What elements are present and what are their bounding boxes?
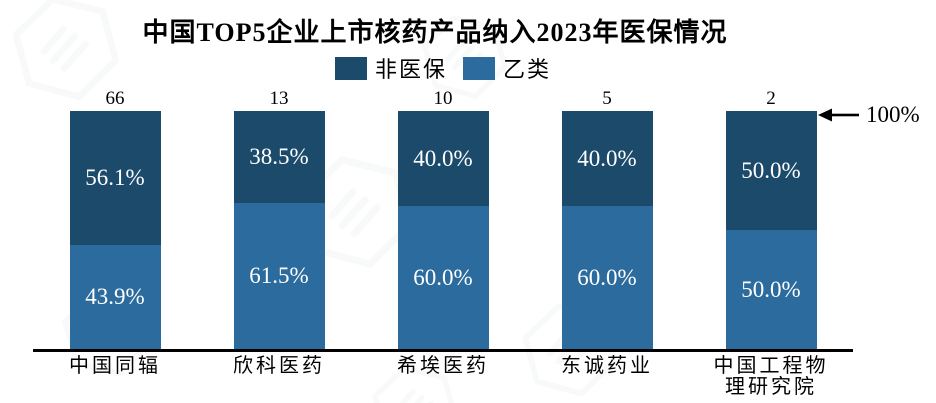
stacked-bar: 40.0% 60.0%: [397, 111, 489, 349]
x-axis-labels: 中国同辐 欣科医药 希埃医药 东诚药业 中国工程物理研究院: [33, 356, 853, 398]
bar-segment: 43.9%: [69, 244, 161, 349]
bar-group: 2 50.0% 50.0%: [689, 86, 853, 349]
bar-segment-value: 61.5%: [249, 262, 309, 288]
bar-segment-value: 43.9%: [85, 283, 145, 309]
bar-segment-value: 50.0%: [741, 276, 801, 302]
bar-segment-value: 40.0%: [413, 145, 473, 171]
bar-total-label: 10: [433, 88, 453, 109]
stacked-bar: 56.1% 43.9%: [69, 111, 161, 349]
bar-segment: 38.5%: [233, 111, 325, 203]
x-axis-label: 欣科医药: [233, 355, 325, 377]
x-axis-label: 中国工程物理研究院: [713, 355, 829, 398]
stacked-bar: 40.0% 60.0%: [561, 111, 653, 349]
bar-segment-value: 60.0%: [413, 264, 473, 290]
bar-group: 13 38.5% 61.5%: [197, 86, 361, 349]
bar-segment: 50.0%: [725, 230, 817, 349]
bar-segment: 56.1%: [69, 111, 161, 245]
legend-item-class-b: 乙类: [463, 52, 551, 84]
legend-swatch-class-b: [463, 56, 495, 80]
bar-segment-value: 38.5%: [249, 143, 309, 169]
bar-total-label: 66: [105, 88, 125, 109]
legend-label: 乙类: [503, 57, 552, 82]
bar-segment-value: 50.0%: [741, 157, 801, 183]
plot-area: 66 56.1% 43.9% 13 38.5% 61.5% 10 40.0% 60.0% 5 40.…: [33, 86, 853, 349]
bar-segment: 50.0%: [725, 111, 817, 230]
bar-segment: 40.0%: [561, 111, 653, 207]
bar-total-label: 5: [602, 88, 612, 109]
x-axis-label: 希埃医药: [397, 355, 489, 377]
legend: 非医保 乙类: [0, 54, 886, 82]
annotation-100-percent: 100%: [866, 102, 920, 127]
chart-title: 中国TOP5企业上市核药产品纳入2023年医保情况: [142, 18, 728, 47]
bar-segment-value: 56.1%: [85, 164, 145, 190]
bar-total-label: 2: [766, 88, 776, 109]
bar-segment: 61.5%: [233, 202, 325, 349]
bar-segment: 40.0%: [397, 111, 489, 207]
stacked-bar: 50.0% 50.0%: [725, 111, 817, 349]
bar-segment-value: 40.0%: [577, 145, 637, 171]
bar-group: 66 56.1% 43.9%: [33, 86, 197, 349]
bar-segment: 60.0%: [397, 206, 489, 349]
stacked-bar: 38.5% 61.5%: [233, 111, 325, 349]
x-axis-label: 东诚药业: [561, 355, 653, 377]
legend-swatch-non-insured: [334, 56, 367, 80]
bar-total-label: 13: [269, 88, 289, 109]
bar-group: 10 40.0% 60.0%: [361, 86, 525, 349]
bar-segment: 60.0%: [561, 206, 653, 349]
bar-segment-value: 60.0%: [577, 264, 637, 290]
legend-item-non-insured: 非医保: [334, 52, 447, 84]
x-axis-line: [33, 349, 853, 352]
bar-group: 5 40.0% 60.0%: [525, 86, 689, 349]
left-arrow-icon: [818, 108, 859, 122]
x-axis-label: 中国同辐: [69, 355, 161, 377]
legend-label: 非医保: [374, 57, 447, 82]
